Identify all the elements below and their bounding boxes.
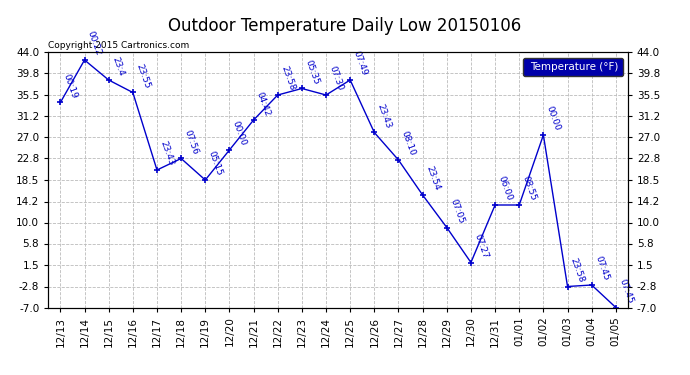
Text: 07:45: 07:45: [618, 278, 635, 305]
Text: 23:55: 23:55: [135, 63, 152, 90]
Text: 08:55: 08:55: [521, 175, 538, 202]
Text: 07:30: 07:30: [328, 65, 345, 92]
Text: 23:4: 23:4: [110, 56, 126, 77]
Text: Outdoor Temperature Daily Low 20150106: Outdoor Temperature Daily Low 20150106: [168, 17, 522, 35]
Text: 07:27: 07:27: [473, 232, 490, 260]
Text: 23:43: 23:43: [159, 140, 175, 167]
Text: 05:35: 05:35: [304, 58, 321, 86]
Text: 23:43: 23:43: [376, 103, 393, 130]
Text: 23:54: 23:54: [424, 165, 441, 192]
Text: 07:49: 07:49: [352, 50, 369, 77]
Text: 00:00: 00:00: [545, 105, 562, 132]
Text: 23:58: 23:58: [279, 65, 297, 92]
Text: 08:10: 08:10: [400, 130, 417, 157]
Text: 07:56: 07:56: [183, 128, 200, 156]
Text: 05:15: 05:15: [207, 150, 224, 177]
Text: 06:00: 06:00: [497, 175, 514, 202]
Text: 07:45: 07:45: [593, 255, 611, 282]
Text: Copyright 2015 Cartronics.com: Copyright 2015 Cartronics.com: [48, 41, 190, 50]
Text: 00:22: 00:22: [86, 30, 103, 57]
Text: 23:58: 23:58: [569, 256, 586, 284]
Legend: Temperature (°F): Temperature (°F): [523, 58, 622, 76]
Text: 04:42: 04:42: [255, 90, 272, 117]
Text: 00:00: 00:00: [231, 120, 248, 147]
Text: 07:05: 07:05: [448, 197, 466, 225]
Text: 00:19: 00:19: [62, 72, 79, 100]
